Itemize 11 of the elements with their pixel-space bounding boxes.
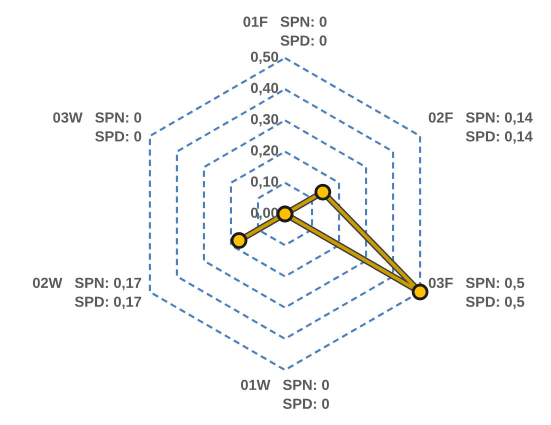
spoke-label: 02F SPN: 0,14 SPD: 0,14 [428, 112, 533, 144]
y-tick-label: 0,20 [250, 145, 278, 158]
spoke-label: 03W SPN: 0 SPD: 0 [53, 112, 142, 142]
y-tick-label: 0,30 [250, 114, 278, 126]
y-tick-label: 0,50 [250, 52, 278, 64]
spoke-label: 01F SPN: 0 SPD: 0 [243, 16, 327, 46]
spoke-label: 03F SPN: 0,5 SPD: 0,5 [428, 278, 524, 310]
y-tick-label: 0,10 [250, 176, 278, 189]
y-tick-label: 0,40 [250, 82, 278, 96]
spoke-label: 02W SPN: 0,17 SPD: 0,17 [32, 278, 142, 310]
spoke-label: 01W SPN: 0 SPD: 0 [241, 380, 329, 409]
